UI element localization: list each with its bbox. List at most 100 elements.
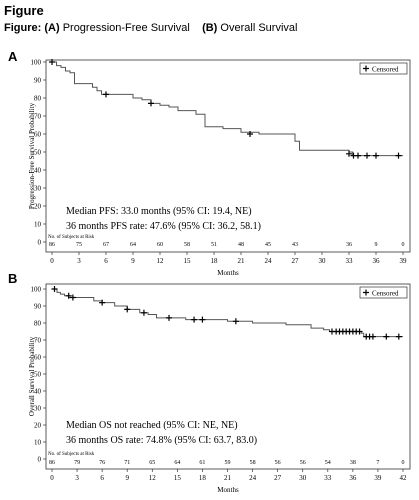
y-tick-label: 50 [34, 371, 42, 379]
risk-count: 43 [292, 242, 298, 248]
y-tick-label: 30 [34, 405, 42, 413]
part-a-tag: (A) [44, 22, 60, 34]
risk-count: 71 [124, 460, 130, 466]
censored-marker [148, 100, 154, 107]
y-tick-label: 100 [31, 59, 42, 67]
risk-count: 38 [350, 460, 356, 466]
x-tick-label: 36 [373, 257, 381, 265]
risk-count: 9 [375, 242, 378, 248]
x-axis-label: Months [217, 269, 239, 277]
censored-marker [99, 299, 106, 306]
y-tick-label: 40 [34, 388, 42, 396]
risk-count: 0 [402, 242, 405, 248]
risk-count: 60 [157, 242, 163, 248]
x-tick-label: 27 [274, 474, 282, 482]
x-tick-label: 18 [211, 257, 219, 265]
x-axis-label: Months [217, 486, 239, 494]
y-tick-label: 20 [34, 203, 42, 211]
panel-b-letter: B [8, 271, 18, 286]
risk-count: 54 [325, 460, 331, 466]
y-tick-label: 70 [34, 337, 42, 345]
x-tick-label: 42 [400, 474, 408, 482]
censored-marker [395, 152, 402, 159]
x-tick-label: 3 [75, 474, 79, 482]
x-tick-label: 6 [100, 474, 104, 482]
censored-marker [369, 333, 376, 340]
risk-count: 0 [402, 460, 405, 466]
risk-count: 86 [49, 460, 55, 466]
y-tick-label: 80 [34, 320, 42, 328]
part-b-tag: (B) [202, 22, 218, 34]
x-tick-label: 0 [50, 257, 54, 265]
y-tick-label: 30 [34, 185, 42, 193]
x-tick-label: 9 [125, 474, 129, 482]
x-tick-label: 3 [77, 257, 81, 265]
censored-marker [166, 314, 172, 321]
annotation-text: Median OS not reached (95% CI: NE, NE) [66, 420, 238, 431]
y-tick-label: 10 [34, 221, 42, 229]
risk-count: 76 [99, 460, 105, 466]
figure-subtitle: Figure: (A) Progression-Free Survival (B… [4, 22, 297, 34]
x-tick-label: 6 [104, 257, 108, 265]
censored-marker [199, 316, 206, 323]
censored-marker [383, 333, 390, 340]
risk-count: 64 [130, 242, 136, 248]
censored-marker [124, 306, 131, 313]
part-a-label: Progression-Free Survival [62, 22, 190, 34]
censored-marker [49, 59, 55, 65]
y-tick-label: 0 [38, 456, 42, 464]
risk-count: 67 [103, 242, 109, 248]
legend-box [359, 62, 408, 75]
figure-title: Figure [4, 3, 44, 18]
risk-count: 58 [184, 242, 190, 248]
y-tick-label: 90 [34, 77, 42, 85]
censored-marker [364, 152, 370, 159]
risk-count: 65 [149, 460, 155, 466]
censored-marker [65, 292, 72, 299]
y-tick-label: 20 [34, 422, 42, 430]
censored-marker [103, 91, 109, 98]
x-tick-label: 30 [299, 474, 307, 482]
x-tick-label: 12 [157, 257, 165, 265]
annotation-text: 36 months PFS rate: 47.6% (95% CI: 36.2,… [66, 221, 261, 232]
x-tick-label: 36 [349, 474, 357, 482]
risk-count: 36 [346, 242, 352, 248]
y-tick-label: 60 [34, 131, 42, 139]
censored-marker [51, 286, 58, 292]
y-tick-label: 50 [34, 149, 42, 157]
risk-count: 58 [250, 460, 256, 466]
x-tick-label: 30 [319, 257, 327, 265]
risk-count: 59 [225, 460, 231, 466]
survival-curve [52, 61, 403, 157]
annotation-text: 36 months OS rate: 74.8% (95% CI: 63.7, … [66, 435, 257, 446]
panel-a-letter: A [8, 49, 18, 64]
legend-label: Censored [372, 289, 399, 297]
x-tick-label: 39 [400, 257, 408, 265]
x-tick-label: 27 [292, 257, 300, 265]
annotation-text: Median PFS: 33.0 months (95% CI: 19.4, N… [66, 206, 252, 217]
x-tick-label: 39 [374, 474, 382, 482]
survival-curve [52, 288, 403, 338]
censored-marker [355, 152, 361, 159]
x-tick-label: 15 [174, 474, 182, 482]
censored-marker [140, 309, 147, 316]
x-tick-label: 33 [324, 474, 332, 482]
censored-marker [395, 333, 402, 340]
y-tick-label: 10 [34, 439, 42, 447]
censored-marker [356, 328, 363, 335]
risk-count: 61 [199, 460, 205, 466]
y-tick-label: 60 [34, 354, 42, 362]
x-tick-label: 33 [346, 257, 354, 265]
y-tick-label: 80 [34, 95, 42, 103]
risk-count: 64 [174, 460, 180, 466]
x-tick-label: 24 [249, 474, 257, 482]
y-axis-label: Progression-Free Survival Probability [28, 102, 36, 209]
y-tick-label: 0 [38, 239, 42, 247]
censored-marker [373, 152, 379, 159]
censored-marker [247, 131, 253, 137]
x-tick-label: 21 [224, 474, 232, 482]
x-tick-label: 24 [265, 257, 273, 265]
risk-count: 86 [49, 242, 55, 248]
risk-count: 79 [74, 460, 80, 466]
